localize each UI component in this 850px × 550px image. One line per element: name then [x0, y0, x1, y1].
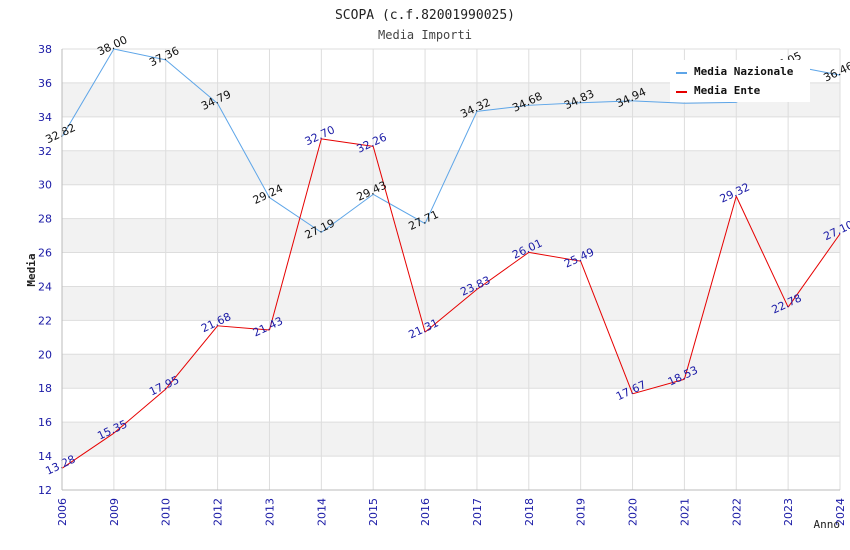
- x-tick-label: 2018: [523, 498, 536, 526]
- data-label-media-nazionale: 32.82: [43, 121, 77, 146]
- gridlines: [61, 48, 841, 491]
- x-tick-label: 2013: [263, 498, 276, 526]
- x-tick-label: 2016: [419, 498, 432, 526]
- x-tick-label: 2014: [315, 498, 328, 526]
- legend-label-media-ente: Media Ente: [694, 84, 761, 97]
- chart-title: SCOPA (c.f.82001990025): [335, 8, 515, 23]
- series-1-segment: [632, 378, 685, 395]
- band: [62, 218, 840, 253]
- series-1-segment: [321, 138, 374, 147]
- y-tick-label: 26: [38, 247, 52, 260]
- legend: Media Nazionale Media Ente: [670, 60, 810, 102]
- legend-label-media-nazionale: Media Nazionale: [694, 65, 794, 78]
- y-tick-label: 28: [38, 213, 52, 226]
- series-0-segment: [113, 48, 166, 61]
- series-1-segment: [580, 261, 633, 395]
- band: [62, 354, 840, 389]
- y-tick-label: 30: [38, 179, 52, 192]
- x-tick-label: 2019: [575, 498, 588, 526]
- series-1-segment: [372, 146, 426, 333]
- series-0-segment: [580, 100, 633, 104]
- series-0-segment: [424, 111, 478, 224]
- y-tick-label: 22: [38, 314, 52, 327]
- series-1-segment: [165, 325, 218, 390]
- x-tick-label: 2023: [782, 498, 795, 526]
- series-1-segment: [683, 196, 737, 380]
- y-tick-label: 12: [38, 484, 52, 497]
- x-tick-label: 2020: [627, 498, 640, 526]
- series-0-segment: [476, 104, 529, 112]
- x-tick-label: 2006: [56, 498, 69, 526]
- series-1-segment: [217, 325, 270, 331]
- y-tick-label: 16: [38, 416, 52, 429]
- series-1-segment: [528, 251, 581, 262]
- series-0-segment: [61, 48, 115, 138]
- background-bands: [62, 82, 840, 457]
- series-1-segment: [424, 288, 478, 333]
- series-0-segment: [321, 193, 374, 233]
- y-tick-label: 24: [38, 280, 52, 293]
- series-0-segment: [165, 59, 218, 104]
- y-tick-label: 32: [38, 145, 52, 158]
- series-1-segment: [476, 251, 530, 290]
- x-tick-label: 2015: [367, 498, 380, 526]
- y-axis-label: Media: [25, 253, 38, 286]
- data-label-media-nazionale: 36.46: [821, 59, 850, 84]
- x-tick-label: 2010: [160, 498, 173, 526]
- series-1-segment: [268, 138, 322, 331]
- y-tick-label: 36: [38, 77, 52, 90]
- band: [62, 286, 840, 321]
- series-0-segment: [217, 103, 270, 198]
- series-1-segment: [61, 432, 115, 469]
- y-tick-label: 18: [38, 382, 52, 395]
- x-tick-label: 2024: [834, 498, 847, 526]
- x-tick-label: 2021: [678, 498, 691, 526]
- x-tick-label: 2022: [730, 498, 743, 526]
- data-label-media-nazionale: 29.24: [251, 182, 285, 207]
- series-0-segment: [684, 101, 737, 104]
- series-1-segment: [735, 196, 789, 308]
- series-0-segment: [269, 197, 322, 233]
- data-label-media-nazionale: 37.36: [147, 44, 181, 69]
- x-axis-label: Anno: [814, 518, 841, 531]
- series-0-segment: [528, 102, 581, 106]
- y-tick-label: 20: [38, 348, 52, 361]
- series-lines: [61, 48, 841, 469]
- series-0-segment: [372, 193, 426, 224]
- series-0-segment: [632, 100, 685, 104]
- y-tick-label: 14: [38, 450, 52, 463]
- x-tick-label: 2009: [108, 498, 121, 526]
- y-tick-label: 34: [38, 111, 52, 124]
- data-label-media-nazionale: 38.00: [95, 33, 129, 58]
- series-1-segment: [787, 233, 841, 308]
- y-tick-label: 38: [38, 43, 52, 56]
- x-tick-label: 2017: [471, 498, 484, 526]
- chart-subtitle: Media Importi: [378, 28, 472, 42]
- band: [62, 422, 840, 457]
- x-tick-label: 2012: [212, 498, 225, 526]
- legend-background: [670, 60, 810, 102]
- series-1-segment: [113, 388, 167, 434]
